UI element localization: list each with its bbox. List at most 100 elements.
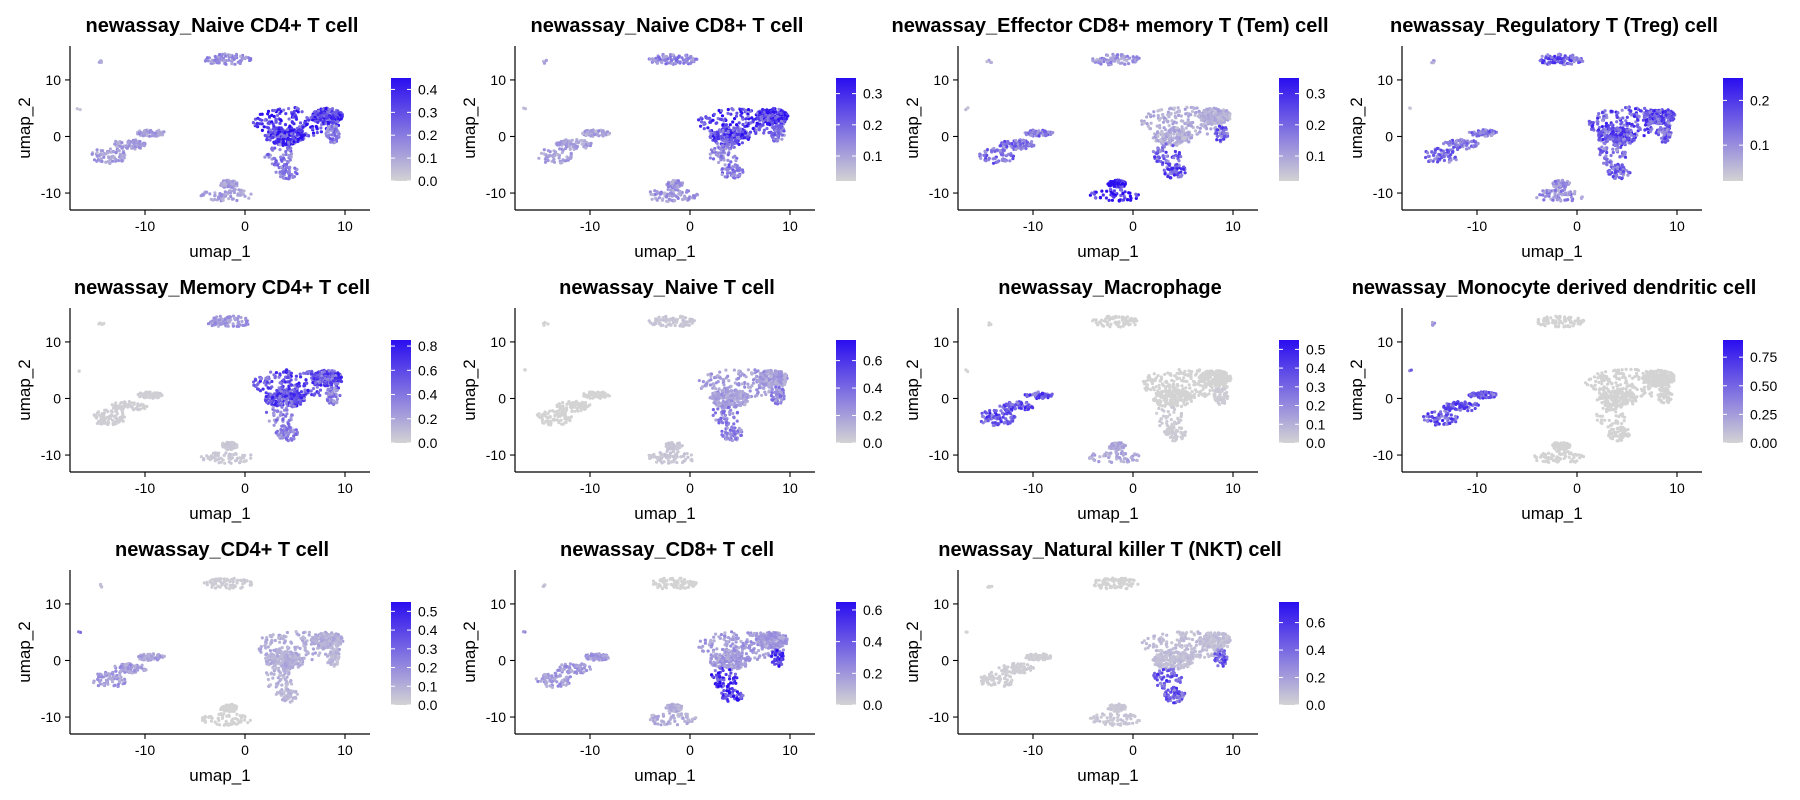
- cell-point: [265, 138, 269, 142]
- cell-point: [1567, 192, 1572, 196]
- cell-point: [1550, 55, 1554, 60]
- cell-point: [1164, 150, 1168, 154]
- cell-point: [657, 55, 661, 59]
- cell-point: [985, 153, 989, 157]
- cell-point: [661, 197, 665, 201]
- cell-point: [295, 389, 299, 393]
- cell-point: [1643, 128, 1647, 132]
- cell-point: [1615, 120, 1619, 124]
- cell-point: [1215, 138, 1219, 142]
- cell-point: [324, 106, 328, 111]
- cell-point: [1025, 140, 1029, 144]
- cell-point: [332, 110, 336, 114]
- cell-point: [709, 132, 713, 136]
- cell-point: [522, 106, 526, 110]
- cell-point: [731, 120, 735, 124]
- cell-point: [279, 155, 283, 159]
- y-axis-label: umap_2: [903, 97, 922, 158]
- cell-point: [322, 114, 326, 118]
- cell-point: [1567, 62, 1571, 66]
- cell-point: [713, 138, 717, 143]
- cell-point: [292, 140, 296, 144]
- cell-point: [676, 179, 680, 183]
- cell-point: [1005, 145, 1009, 149]
- scatter-points: [1408, 52, 1677, 203]
- cell-point: [270, 147, 274, 151]
- cell-point: [329, 140, 333, 144]
- cell-point: [736, 128, 741, 133]
- cell-point: [720, 144, 725, 148]
- cell-point: [1570, 195, 1574, 199]
- cell-point: [1112, 54, 1117, 58]
- cell-point: [1610, 123, 1614, 127]
- cell-point: [675, 184, 680, 188]
- cell-point: [1643, 123, 1648, 127]
- cell-point: [771, 126, 775, 130]
- cell-point: [1622, 123, 1626, 127]
- cell-point: [1030, 144, 1034, 148]
- cell-point: [271, 395, 275, 399]
- cell-point: [1213, 118, 1217, 122]
- cell-point: [711, 118, 715, 122]
- legend-tick-label: 0.2: [1306, 117, 1326, 133]
- cell-point: [273, 146, 277, 150]
- cell-point: [296, 139, 300, 144]
- cell-point: [274, 163, 278, 167]
- cell-point: [1191, 106, 1195, 110]
- cell-point: [1613, 143, 1617, 147]
- x-axis-label: umap_1: [1077, 242, 1138, 261]
- cell-point: [252, 383, 256, 387]
- cell-point: [1444, 153, 1448, 157]
- cell-point: [1553, 179, 1557, 183]
- cell-point: [1471, 133, 1475, 137]
- cell-point: [653, 189, 657, 193]
- cell-point: [330, 369, 334, 373]
- cell-point: [249, 192, 253, 196]
- cell-point: [1121, 191, 1125, 195]
- cell-point: [1617, 138, 1621, 142]
- y-tick-label: -10: [929, 185, 949, 201]
- cell-point: [571, 145, 576, 149]
- cell-point: [1197, 109, 1201, 113]
- cell-point: [1604, 154, 1608, 158]
- cell-point: [1184, 126, 1188, 130]
- umap-panel: newassay_Effector CD8+ memory T (Tem) ce…: [891, 15, 1328, 261]
- cell-point: [1566, 198, 1570, 202]
- y-axis-label: umap_2: [1347, 97, 1366, 158]
- cell-point: [1643, 115, 1648, 119]
- x-tick-label: 10: [782, 218, 798, 234]
- cell-point: [278, 143, 282, 147]
- cell-point: [279, 389, 283, 393]
- cell-point: [673, 184, 677, 188]
- cell-point: [774, 116, 778, 120]
- cell-point: [279, 109, 283, 113]
- cell-point: [1123, 62, 1127, 66]
- x-axis-label: umap_1: [634, 242, 695, 261]
- cell-point: [227, 58, 231, 62]
- cell-point: [75, 107, 79, 111]
- cell-point: [1430, 150, 1434, 154]
- cell-point: [1663, 140, 1667, 144]
- cell-point: [1633, 107, 1638, 111]
- cell-point: [735, 111, 739, 115]
- y-tick-label: -10: [41, 185, 61, 201]
- cell-point: [284, 135, 288, 139]
- legend-tick-label: 0.2: [863, 117, 883, 133]
- cell-point: [758, 125, 762, 129]
- cell-point: [1608, 170, 1612, 174]
- cell-point: [104, 160, 108, 164]
- cell-point: [319, 383, 323, 387]
- cell-point: [289, 392, 294, 396]
- cell-point: [1460, 143, 1464, 147]
- cell-point: [1184, 112, 1188, 116]
- cell-point: [281, 153, 285, 157]
- cell-point: [331, 117, 335, 121]
- y-tick-label: 10: [933, 72, 949, 88]
- cell-point: [562, 141, 566, 145]
- cell-point: [539, 151, 544, 155]
- cell-point: [275, 113, 280, 117]
- cell-point: [709, 135, 713, 140]
- x-tick-label: -10: [135, 218, 155, 234]
- cell-point: [340, 114, 344, 118]
- cell-point: [1621, 128, 1625, 132]
